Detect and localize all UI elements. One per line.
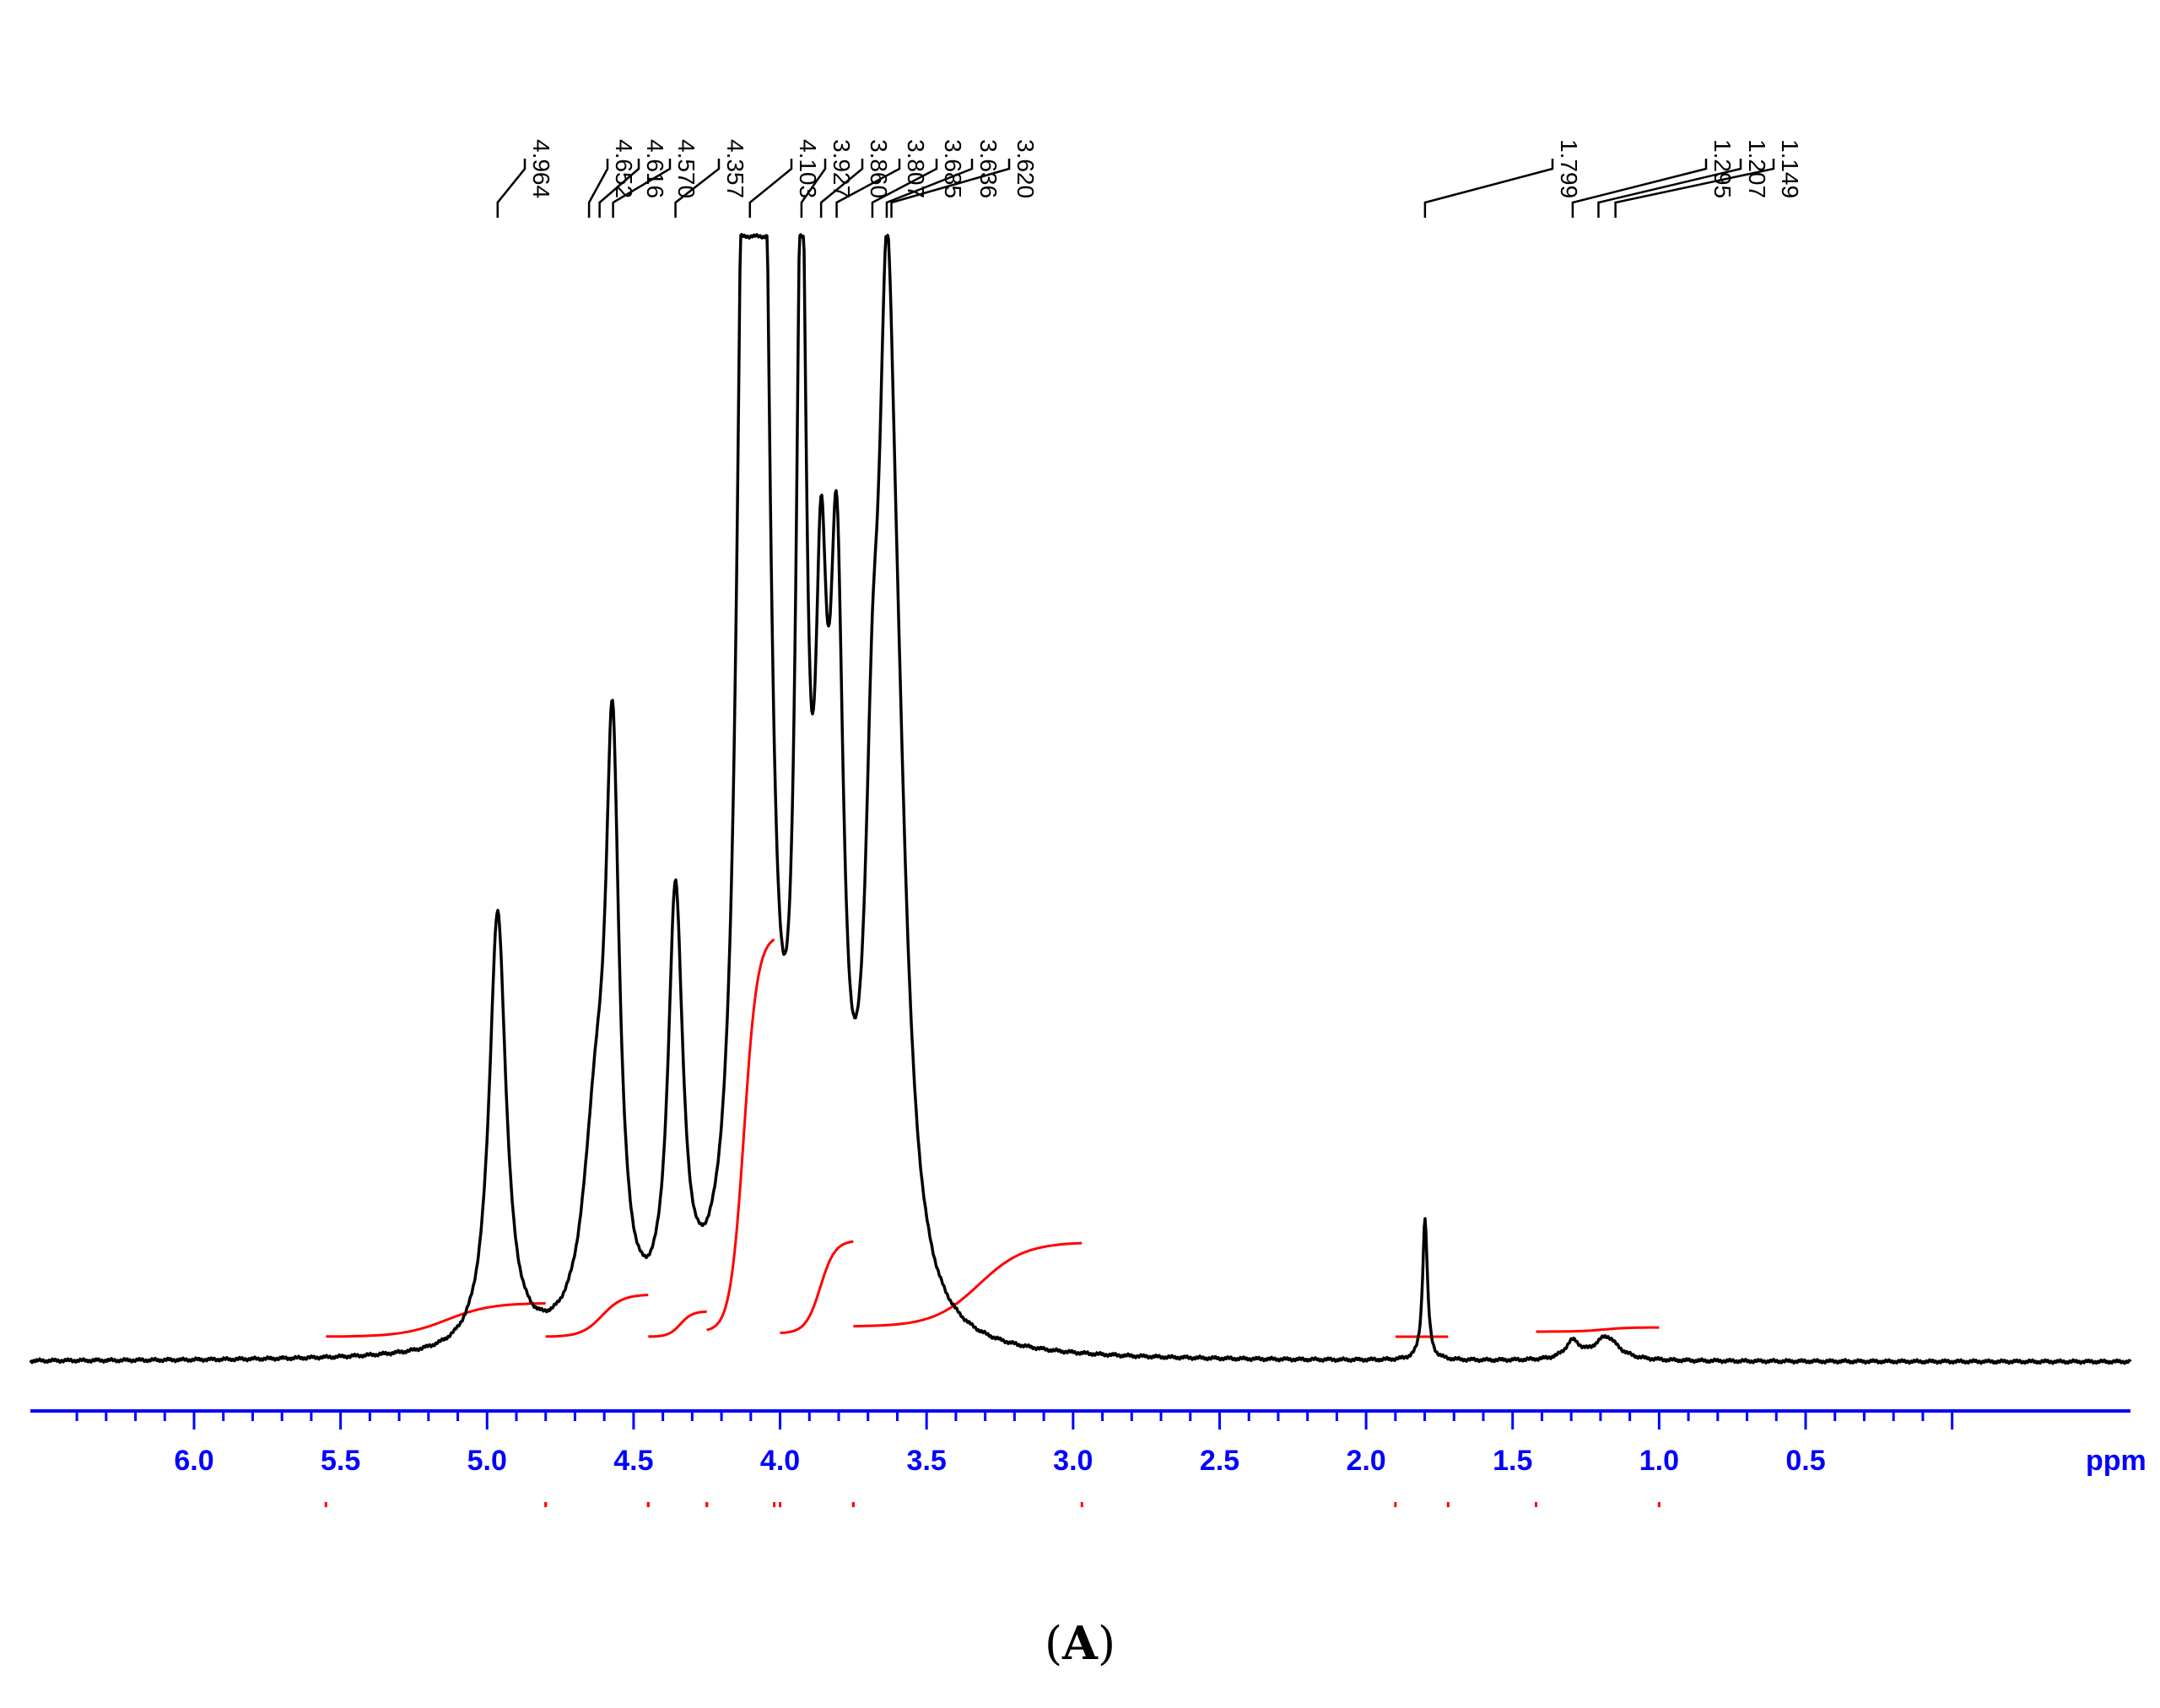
x-tick-label: 1.5 — [1493, 1445, 1532, 1477]
peak-connector — [800, 159, 827, 218]
peak-connector — [871, 159, 938, 218]
peak-connector — [612, 159, 672, 218]
x-tick-label: 5.0 — [467, 1445, 507, 1477]
peak-label: 4.570 — [673, 139, 699, 198]
x-tick-label: 4.5 — [613, 1445, 653, 1477]
peak-connector — [1614, 159, 1775, 218]
peak-label: 3.860 — [866, 139, 892, 198]
integral-curve — [545, 1294, 649, 1338]
peak-connector — [885, 159, 974, 218]
figure-caption: (A) — [0, 1616, 2160, 1670]
peak-label: 3.636 — [975, 139, 1002, 198]
x-tick-label: 1.0 — [1639, 1445, 1679, 1477]
peak-label-layer: 4.964 4.652 4.616 4.570 4.357 4.103 3.927 3.860… — [496, 139, 1803, 218]
peak-connector — [1597, 159, 1742, 218]
integral-curve — [780, 1240, 854, 1335]
x-tick-label: 4.0 — [760, 1445, 800, 1477]
integral-curve — [1536, 1326, 1660, 1333]
x-tick-label: 2.0 — [1346, 1445, 1385, 1477]
peak-connector — [835, 159, 901, 218]
x-tick-label: 3.5 — [907, 1445, 947, 1477]
x-tick-label: 0.5 — [1785, 1445, 1825, 1477]
peak-connector — [496, 159, 526, 218]
spectrum-line — [29, 233, 2132, 1365]
x-tick-label: 6.0 — [174, 1445, 213, 1477]
peak-connector — [1423, 159, 1554, 218]
x-tick-label: 5.5 — [321, 1445, 360, 1477]
peak-label: 3.685 — [940, 139, 966, 198]
peak-connector — [598, 159, 640, 218]
peak-connector — [819, 159, 864, 218]
peak-label: 4.616 — [642, 139, 668, 198]
peak-label: 4.357 — [722, 139, 748, 198]
caption-close: ) — [1097, 1617, 1116, 1670]
peak-label: 3.620 — [1012, 139, 1039, 198]
peak-connector — [890, 159, 1011, 218]
peak-connector — [748, 159, 793, 218]
peak-label: 1.295 — [1709, 139, 1736, 198]
integral-curve — [648, 1310, 707, 1338]
peak-label: 1.149 — [1777, 139, 1803, 198]
caption-letter: A — [1062, 1616, 1098, 1670]
integral-curve — [706, 938, 775, 1332]
peak-connector — [587, 159, 609, 218]
x-axis-label: ppm — [2086, 1445, 2146, 1477]
integral-layer — [326, 938, 1660, 1338]
x-tick-label: 2.5 — [1200, 1445, 1239, 1477]
peak-label: 1.207 — [1744, 139, 1770, 198]
peak-connector — [1571, 159, 1708, 218]
peak-label: 4.103 — [795, 139, 821, 198]
peak-label: 1.799 — [1556, 139, 1582, 198]
peak-label: 4.964 — [528, 139, 554, 198]
peak-label: 3.807 — [903, 139, 929, 198]
x-tick-label: 3.0 — [1053, 1445, 1093, 1477]
integral-marker-row — [324, 1502, 1660, 1507]
integral-curve — [853, 1241, 1083, 1328]
peak-connector — [674, 159, 721, 218]
integral-curve — [326, 1301, 546, 1338]
ppm-axis: 6.0 5.5 5.0 4.5 4.0 3.5 3.0 2.5 2.0 1.5 1.0 0.5 ppm — [30, 1409, 2146, 1477]
peak-label: 3.927 — [829, 139, 855, 198]
caption-open: ( — [1044, 1617, 1063, 1670]
